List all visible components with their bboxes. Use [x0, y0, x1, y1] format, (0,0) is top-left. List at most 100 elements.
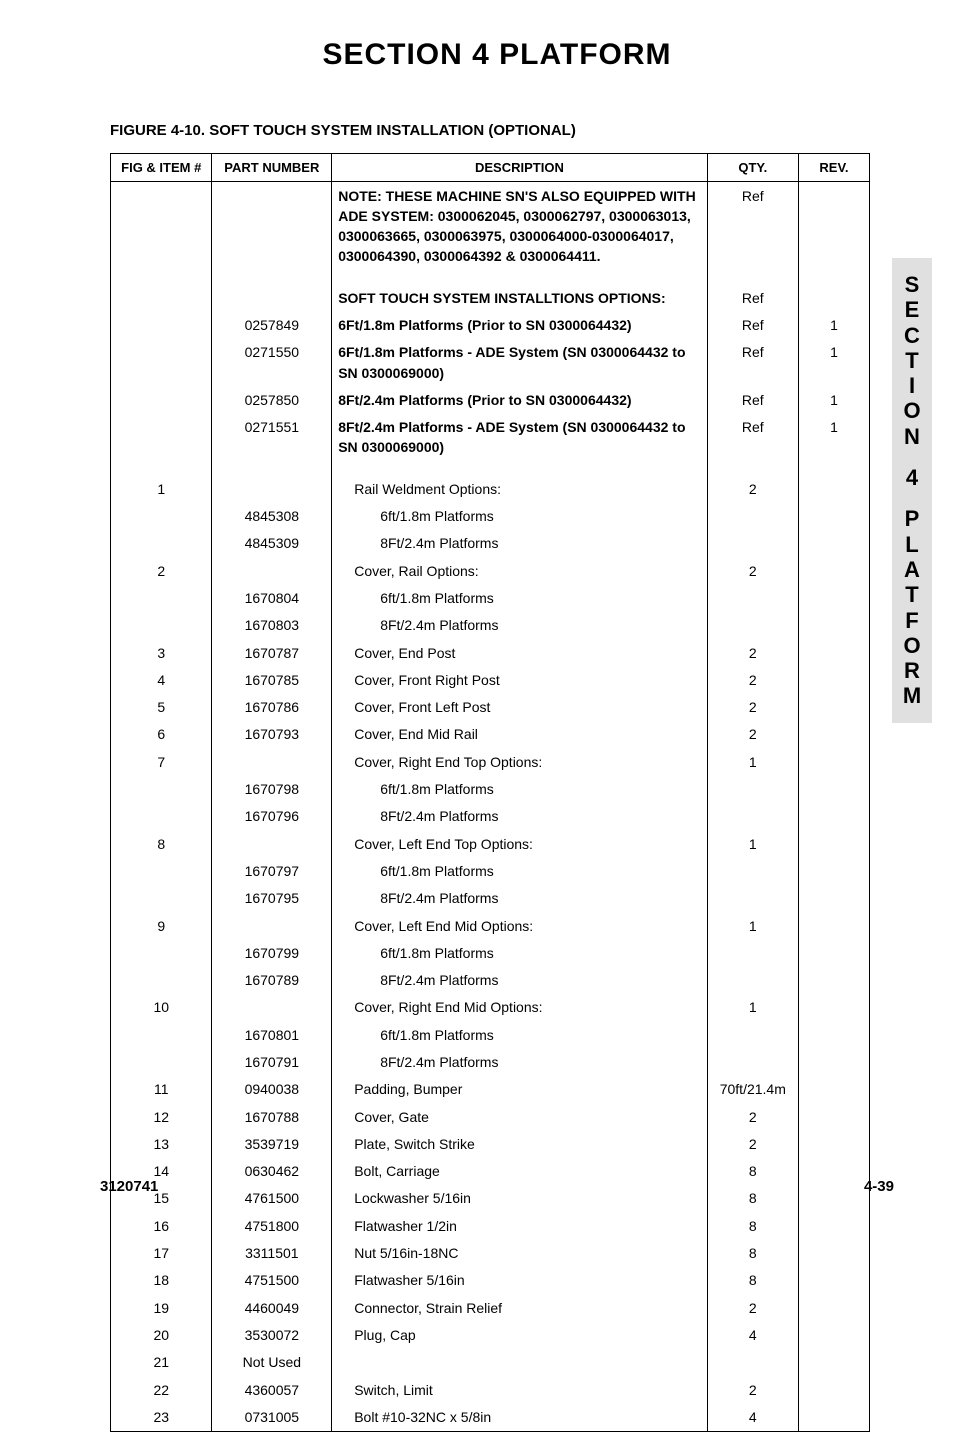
- table-cell: 2: [707, 1130, 798, 1157]
- table-row: 184751500Flatwasher 5/16in8: [111, 1267, 870, 1294]
- table-cell: Not Used: [212, 1349, 332, 1376]
- table-cell: Flatwasher 1/2in: [332, 1212, 707, 1239]
- table-cell: Ref: [707, 182, 798, 271]
- table-cell: [798, 1267, 869, 1294]
- table-cell: [332, 1349, 707, 1376]
- table-cell: [798, 1349, 869, 1376]
- page: SECTION 4 PLATFORM FIGURE 4-10. SOFT TOU…: [0, 0, 954, 1235]
- col-header-part: PART NUMBER: [212, 154, 332, 182]
- col-header-rev: REV.: [798, 154, 869, 182]
- table-cell: 6Ft/1.8m Platforms - ADE System (SN 0300…: [332, 339, 707, 387]
- col-header-desc: DESCRIPTION: [332, 154, 707, 182]
- table-row: 02715506Ft/1.8m Platforms - ADE System (…: [111, 339, 870, 387]
- table-cell: [707, 612, 798, 639]
- table-row: 164751800Flatwasher 1/2in8: [111, 1212, 870, 1239]
- table-cell: [798, 1376, 869, 1403]
- footer-left: 3120741: [100, 1178, 158, 1195]
- table-cell: [707, 1349, 798, 1376]
- table-row: 41670785Cover, Front Right Post2: [111, 666, 870, 693]
- table-cell: 1670796: [212, 803, 332, 830]
- table-row: 203530072Plug, Cap4: [111, 1321, 870, 1348]
- table-cell: [212, 830, 332, 857]
- table-cell: Cover, End Post: [332, 639, 707, 666]
- table-row: 48453098Ft/2.4m Platforms: [111, 530, 870, 557]
- table-cell: 2: [707, 1294, 798, 1321]
- table-cell: 8Ft/2.4m Platforms (Prior to SN 03000644…: [332, 386, 707, 413]
- table-cell: [212, 557, 332, 584]
- table-cell: 21: [111, 1349, 212, 1376]
- table-cell: 2: [707, 666, 798, 693]
- table-row: 16707996ft/1.8m Platforms: [111, 939, 870, 966]
- table-cell: [707, 885, 798, 912]
- table-cell: 13: [111, 1130, 212, 1157]
- table-cell: 18: [111, 1267, 212, 1294]
- table-cell: Switch, Limit: [332, 1376, 707, 1403]
- table-header-row: FIG & ITEM # PART NUMBER DESCRIPTION QTY…: [111, 154, 870, 182]
- table-cell: 1670797: [212, 857, 332, 884]
- table-cell: Ref: [707, 284, 798, 311]
- table-cell: 17: [111, 1240, 212, 1267]
- table-cell: 3539719: [212, 1130, 332, 1157]
- table-row: 194460049Connector, Strain Relief2: [111, 1294, 870, 1321]
- table-cell: 1670803: [212, 612, 332, 639]
- table-cell: 2: [111, 557, 212, 584]
- table-row: [111, 270, 870, 284]
- table-row: 61670793Cover, End Mid Rail2: [111, 721, 870, 748]
- table-cell: 4751800: [212, 1212, 332, 1239]
- table-cell: 1670804: [212, 584, 332, 611]
- page-footer: 3120741 4-39: [100, 1178, 894, 1195]
- table-cell: Cover, Right End Mid Options:: [332, 994, 707, 1021]
- table-cell: [798, 994, 869, 1021]
- table-cell: [798, 182, 869, 271]
- table-cell: [111, 803, 212, 830]
- table-cell: 10: [111, 994, 212, 1021]
- table-cell: [111, 386, 212, 413]
- table-cell: 8: [707, 1240, 798, 1267]
- table-cell: 12: [111, 1103, 212, 1130]
- table-cell: [798, 967, 869, 994]
- table-cell: 1670799: [212, 939, 332, 966]
- table-cell: 8Ft/2.4m Platforms: [332, 803, 707, 830]
- table-cell: [798, 284, 869, 311]
- table-cell: Cover, Gate: [332, 1103, 707, 1130]
- table-cell: 23: [111, 1403, 212, 1431]
- table-cell: [707, 967, 798, 994]
- parts-table: FIG & ITEM # PART NUMBER DESCRIPTION QTY…: [110, 153, 870, 1432]
- table-cell: Connector, Strain Relief: [332, 1294, 707, 1321]
- table-cell: 6: [111, 721, 212, 748]
- table-cell: [212, 182, 332, 271]
- table-cell: 5: [111, 694, 212, 721]
- table-cell: 4845308: [212, 503, 332, 530]
- table-cell: Ref: [707, 414, 798, 462]
- table-cell: 1670795: [212, 885, 332, 912]
- table-cell: [798, 1212, 869, 1239]
- table-cell: Plug, Cap: [332, 1321, 707, 1348]
- table-cell: [111, 612, 212, 639]
- table-cell: 0940038: [212, 1076, 332, 1103]
- table-cell: [111, 503, 212, 530]
- table-cell: 6ft/1.8m Platforms: [332, 503, 707, 530]
- table-cell: 8Ft/2.4m Platforms - ADE System (SN 0300…: [332, 414, 707, 462]
- table-cell: [798, 1103, 869, 1130]
- table-cell: 2: [707, 639, 798, 666]
- table-cell: 1: [707, 830, 798, 857]
- table-cell: 4751500: [212, 1267, 332, 1294]
- table-cell: 1: [111, 475, 212, 502]
- table-cell: [798, 530, 869, 557]
- table-cell: [111, 1049, 212, 1076]
- table-cell: Plate, Switch Strike: [332, 1130, 707, 1157]
- parts-tbody: NOTE: THESE MACHINE SN'S ALSO EQUIPPED W…: [111, 182, 870, 1432]
- table-cell: [707, 584, 798, 611]
- table-cell: Cover, Left End Mid Options:: [332, 912, 707, 939]
- table-row: [111, 461, 870, 475]
- table-cell: [707, 803, 798, 830]
- table-cell: 4: [707, 1321, 798, 1348]
- table-cell: [212, 748, 332, 775]
- table-cell: 1670791: [212, 1049, 332, 1076]
- table-cell: [111, 182, 212, 271]
- table-cell: 1: [707, 994, 798, 1021]
- table-cell: [111, 1021, 212, 1048]
- table-row: 2Cover, Rail Options:2: [111, 557, 870, 584]
- table-cell: 8: [111, 830, 212, 857]
- table-cell: Padding, Bumper: [332, 1076, 707, 1103]
